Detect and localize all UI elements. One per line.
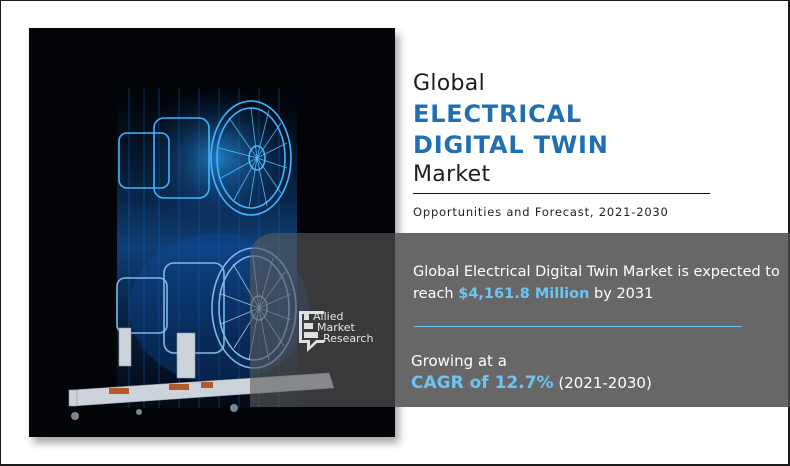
cagr-value: CAGR of 12.7% xyxy=(411,373,554,393)
report-title: Global ELECTRICAL DIGITAL TWIN Market xyxy=(413,70,723,189)
logo-wordmark: Allied Market Research xyxy=(311,311,373,344)
title-global: Global xyxy=(413,71,485,96)
market-size-value: $4,161.8 Million xyxy=(458,286,590,302)
logo-line-allied: Allied xyxy=(313,310,344,323)
stats-panel xyxy=(395,233,788,407)
title-electrical: ELECTRICAL xyxy=(413,100,582,128)
stats-divider xyxy=(414,326,742,327)
title-digital-twin: DIGITAL TWIN xyxy=(413,131,609,159)
growth-statement: Growing at a CAGR of 12.7% (2021-2030) xyxy=(411,350,652,394)
title-market: Market xyxy=(413,162,491,187)
report-subtitle: Opportunities and Forecast, 2021-2030 xyxy=(413,205,669,219)
allied-market-research-logo-icon xyxy=(299,311,324,352)
cagr-period: (2021-2030) xyxy=(553,374,652,392)
logo-line-market: Market xyxy=(317,321,355,334)
market-size-suffix: by 2031 xyxy=(589,286,654,302)
title-divider xyxy=(413,193,710,194)
market-size-statement: Global Electrical Digital Twin Market is… xyxy=(413,261,783,305)
market-size-prefix: Global Electrical Digital Twin Market is… xyxy=(413,264,780,302)
growth-prefix: Growing at a xyxy=(411,352,507,370)
logo-line-research: Research xyxy=(323,332,374,345)
